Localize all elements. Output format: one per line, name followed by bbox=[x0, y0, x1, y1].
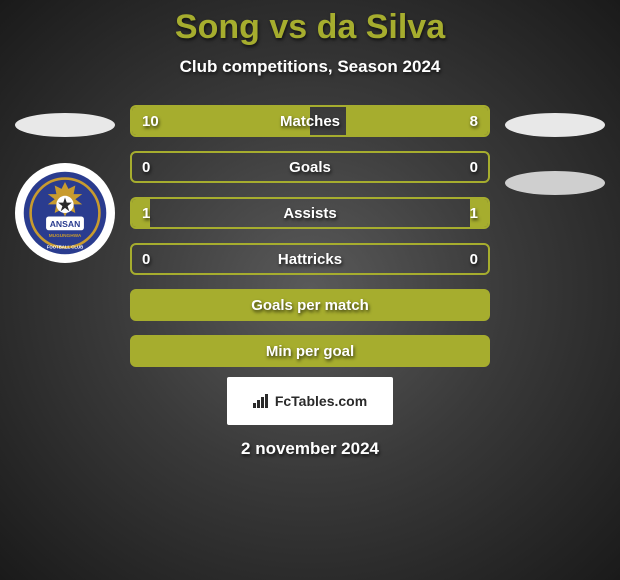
stat-row: Assists 1 1 bbox=[130, 197, 490, 229]
page-title: Song vs da Silva bbox=[0, 8, 620, 47]
stat-label: Goals bbox=[289, 159, 331, 176]
svg-text:FOOTBALL CLUB: FOOTBALL CLUB bbox=[47, 244, 83, 249]
brand-box: FcTables.com bbox=[227, 377, 393, 425]
stat-value-left: 1 bbox=[142, 205, 150, 222]
player-badge-right-2 bbox=[505, 171, 605, 195]
stat-value-right: 0 bbox=[470, 251, 478, 268]
stat-label: Min per goal bbox=[266, 343, 354, 360]
svg-text:ANSAN: ANSAN bbox=[50, 219, 81, 229]
stat-value-right: 0 bbox=[470, 159, 478, 176]
left-side: ANSAN MUGUNGHWA FOOTBALL CLUB bbox=[10, 105, 120, 367]
stat-value-left: 10 bbox=[142, 113, 159, 130]
stat-value-left: 0 bbox=[142, 251, 150, 268]
stat-value-left: 0 bbox=[142, 159, 150, 176]
comparison-body: ANSAN MUGUNGHWA FOOTBALL CLUB Matches108… bbox=[0, 105, 620, 367]
stat-row: Min per goal bbox=[130, 335, 490, 367]
bar-fill-right bbox=[346, 107, 488, 135]
stat-label: Goals per match bbox=[251, 297, 369, 314]
right-side bbox=[500, 105, 610, 367]
stat-row: Goals per match bbox=[130, 289, 490, 321]
player-badge-left bbox=[15, 113, 115, 137]
player-badge-right-1 bbox=[505, 113, 605, 137]
brand-chart-icon bbox=[253, 394, 271, 408]
stat-label: Hattricks bbox=[278, 251, 342, 268]
stat-value-right: 8 bbox=[470, 113, 478, 130]
stats-column: Matches108Goals00Assists11Hattricks00Goa… bbox=[120, 105, 500, 367]
date-text: 2 november 2024 bbox=[0, 439, 620, 459]
subtitle: Club competitions, Season 2024 bbox=[0, 57, 620, 77]
stat-row: Hattricks 0 0 bbox=[130, 243, 490, 275]
club-logo-left: ANSAN MUGUNGHWA FOOTBALL CLUB bbox=[15, 163, 115, 263]
brand-text: FcTables.com bbox=[275, 393, 367, 409]
svg-text:MUGUNGHWA: MUGUNGHWA bbox=[49, 233, 82, 239]
stat-row: Matches 10 8 bbox=[130, 105, 490, 137]
stat-row: Goals 0 0 bbox=[130, 151, 490, 183]
stat-label: Matches bbox=[280, 113, 340, 130]
stat-label: Assists bbox=[283, 205, 336, 222]
stat-value-right: 1 bbox=[470, 205, 478, 222]
